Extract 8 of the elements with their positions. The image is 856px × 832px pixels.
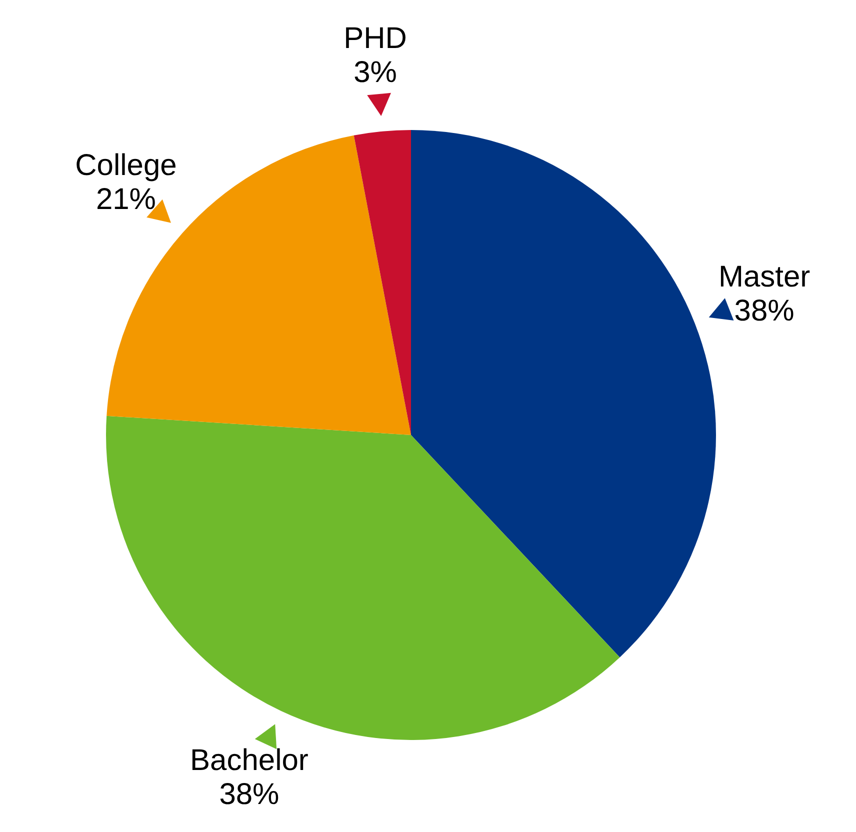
- data-label: 3%: [354, 56, 397, 89]
- slice-label: PHD: [344, 22, 407, 55]
- slice-label: Master: [718, 260, 810, 294]
- data-label: 38%: [219, 778, 280, 812]
- data-label: 38%: [734, 294, 794, 328]
- legend-label: Bachelor: [190, 744, 308, 778]
- slice-label: College: [75, 148, 177, 182]
- data-label: 21%: [96, 182, 156, 216]
